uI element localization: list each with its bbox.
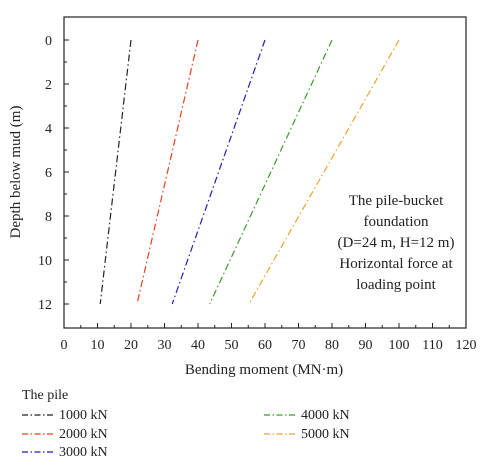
legend-title: The pile [22, 388, 68, 403]
x-tick-label: 100 [389, 338, 410, 353]
series-line-1 [99, 39, 132, 305]
annotation-line-3: (D=24 m, H=12 m) [338, 235, 455, 251]
annotation-line-4: Horizontal force at [339, 256, 453, 272]
series-line-3 [171, 39, 266, 305]
x-tick-label: 30 [158, 338, 172, 353]
annotation-line-2: foundation [364, 214, 429, 230]
x-tick-label: 50 [225, 338, 239, 353]
x-axis-title: Bending moment (MN·m) [185, 362, 343, 378]
series-line-2 [136, 39, 199, 305]
x-tick-label: 110 [422, 338, 442, 353]
annotation-line-1: The pile-bucket [349, 193, 444, 209]
y-axis-title: Depth below mud (m) [8, 106, 24, 239]
x-tick-label: 40 [191, 338, 205, 353]
x-tick-label: 20 [124, 338, 138, 353]
legend: 1000 kN 2000 kN 3000 kN 4000 kN 5000 kN [22, 408, 350, 460]
x-tick-label: 60 [258, 338, 272, 353]
annotation-line-5: loading point [356, 277, 436, 293]
x-tick-label: 10 [91, 338, 105, 353]
y-tick-label: 10 [38, 254, 52, 269]
y-tick-label: 6 [45, 166, 52, 181]
series-line-4 [209, 39, 333, 305]
legend-label-4: 4000 kN [301, 408, 350, 423]
y-tick-label: 2 [45, 78, 52, 93]
y-tick-label: 0 [45, 34, 52, 49]
legend-label-3: 3000 kN [59, 445, 108, 460]
y-tick-label: 4 [45, 122, 52, 137]
x-tick-label: 80 [325, 338, 339, 353]
x-tick-label: 0 [61, 338, 68, 353]
x-tick-label: 90 [359, 338, 373, 353]
series-line-5 [248, 39, 400, 305]
x-tick-label: 120 [456, 338, 477, 353]
legend-label-2: 2000 kN [59, 427, 108, 442]
legend-label-5: 5000 kN [301, 427, 350, 442]
y-tick-label: 12 [38, 298, 52, 313]
legend-label-1: 1000 kN [59, 408, 108, 423]
x-tick-label: 70 [292, 338, 306, 353]
y-tick-label: 8 [45, 210, 52, 225]
